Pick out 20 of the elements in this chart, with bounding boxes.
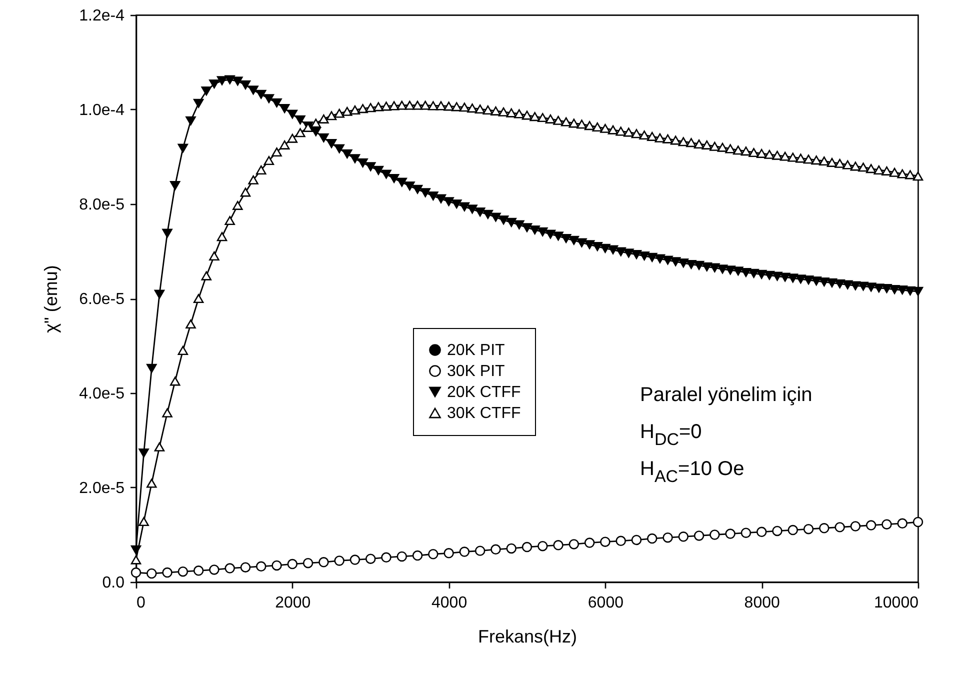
x-tick-label: 6000 [588, 594, 624, 612]
x-tick-label: 10000 [874, 594, 919, 612]
legend-label: 30K PIT [447, 363, 506, 380]
x-tick-label: 0 [136, 594, 146, 612]
x-tick-label: 4000 [432, 594, 468, 612]
y-tick-label: 1.0e-4 [79, 102, 125, 119]
annotation: Paralel yönelim için [640, 384, 812, 406]
y-tick-label: 6.0e-5 [79, 291, 125, 308]
legend-label: 20K PIT [447, 342, 506, 359]
y-tick-label: 4.0e-5 [79, 386, 125, 402]
legend-label: 30K CTFF [447, 405, 522, 422]
y-tick-label: 2.0e-5 [79, 480, 125, 497]
y-tick-label: 8.0e-5 [79, 196, 125, 214]
x-tick-label: 2000 [275, 594, 311, 612]
legend-label: 20K CTFF [447, 384, 522, 401]
x-tick-label: 8000 [744, 594, 780, 612]
y-tick-label: 0.0 [102, 574, 125, 592]
x-axis-title: Frekans(Hz) [478, 626, 578, 646]
y-axis-title: χ" (emu) [41, 265, 62, 333]
y-tick-label: 1.2e-4 [79, 8, 125, 24]
